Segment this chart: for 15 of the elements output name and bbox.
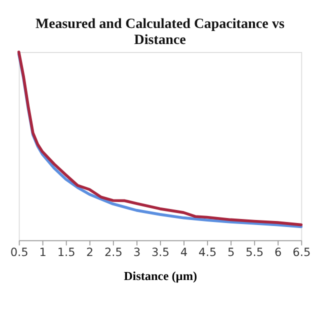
x-tick-label: 4: [180, 246, 188, 259]
chart-title: Measured and Calculated Capacitance vs Distance: [35, 16, 286, 48]
x-tick-label: 3.5: [151, 246, 170, 259]
x-tick-label: 5.5: [246, 246, 264, 259]
x-tick-label: 3: [133, 246, 141, 259]
x-tick-label: 6.5: [292, 246, 311, 259]
x-tick-label: 2.5: [104, 246, 122, 259]
x-tick-label: 4.5: [198, 246, 217, 259]
x-tick-label: 2: [86, 246, 94, 259]
x-tick-label: 1: [39, 246, 46, 259]
x-tick-label: 5: [227, 246, 235, 259]
x-axis-title: Distance (µm): [124, 269, 198, 284]
x-tick-label: 6: [274, 246, 282, 259]
x-tick-label: 0.5: [10, 246, 28, 259]
x-tick-label: 1.5: [57, 246, 76, 259]
